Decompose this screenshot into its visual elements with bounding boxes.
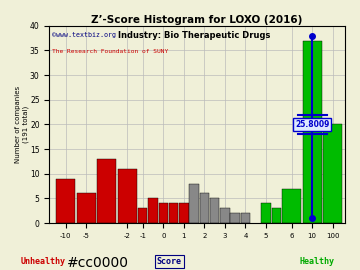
Bar: [323, 124, 342, 223]
Bar: [220, 208, 230, 223]
Bar: [303, 40, 321, 223]
Bar: [148, 198, 158, 223]
Text: #cc0000: #cc0000: [67, 256, 129, 270]
Bar: [77, 194, 96, 223]
Bar: [118, 169, 137, 223]
Bar: [169, 203, 178, 223]
Bar: [189, 184, 199, 223]
Bar: [210, 198, 219, 223]
Bar: [241, 213, 250, 223]
Text: Healthy: Healthy: [299, 257, 334, 266]
Text: 25.8009: 25.8009: [295, 120, 329, 129]
Bar: [282, 188, 301, 223]
Bar: [230, 213, 240, 223]
Title: Z’-Score Histogram for LOXO (2016): Z’-Score Histogram for LOXO (2016): [91, 15, 303, 25]
Text: The Research Foundation of SUNY: The Research Foundation of SUNY: [52, 49, 168, 55]
Text: Industry: Bio Therapeutic Drugs: Industry: Bio Therapeutic Drugs: [118, 31, 271, 40]
Bar: [159, 203, 168, 223]
Bar: [138, 208, 148, 223]
Bar: [98, 159, 116, 223]
Bar: [57, 179, 75, 223]
Bar: [179, 203, 189, 223]
Bar: [200, 194, 209, 223]
Bar: [271, 208, 281, 223]
Y-axis label: Number of companies
(191 total): Number of companies (191 total): [15, 86, 28, 163]
Text: Score: Score: [157, 257, 182, 266]
Bar: [261, 203, 271, 223]
Text: Unhealthy: Unhealthy: [21, 257, 66, 266]
Text: ©www.textbiz.org: ©www.textbiz.org: [52, 32, 116, 38]
